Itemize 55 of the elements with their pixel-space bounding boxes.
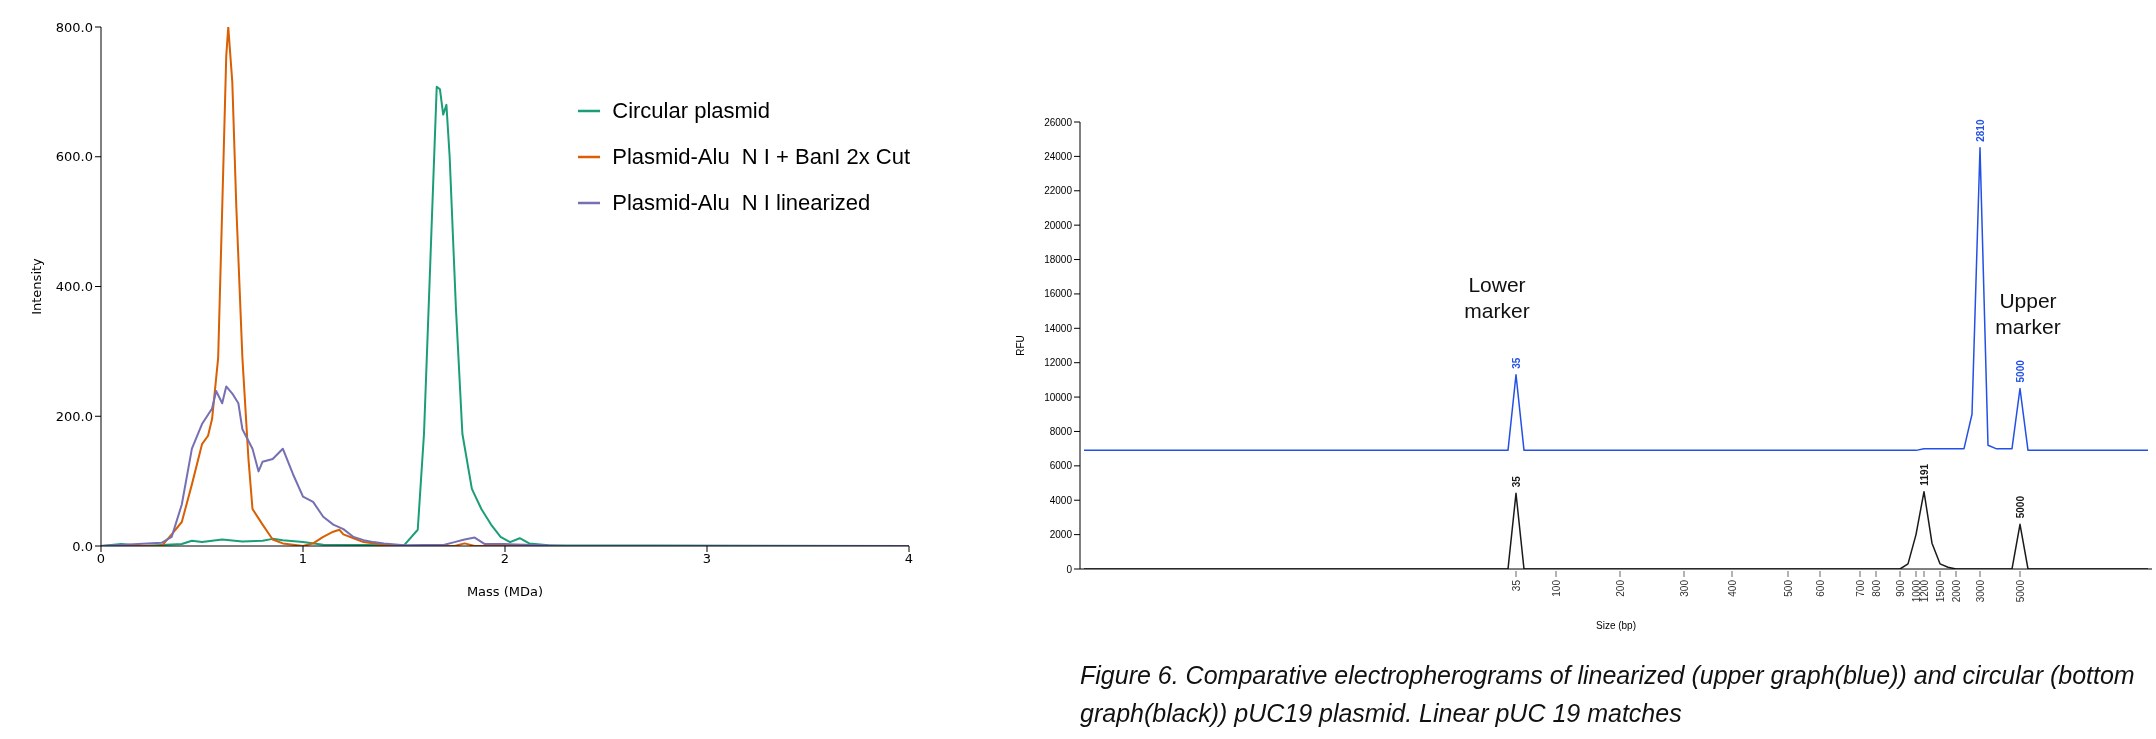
x-tick-label: 300	[1678, 579, 1690, 597]
y-axis-title: Intensity	[28, 257, 44, 315]
x-axis-title: Mass (MDa)	[466, 584, 544, 599]
legend-label: Circular plasmid	[612, 98, 770, 124]
x-tick-label: 800	[1870, 579, 1882, 597]
annotation: 1191	[1918, 463, 1930, 486]
y-tick-label: 22000	[1044, 185, 1073, 197]
caption: Figure 6. Comparative electropherograms of linearized (upper graph(blue)) and circular (bottom graph(black)) pUC19 plasmid. Linear pUC 19 matches	[1080, 660, 2136, 729]
y-tick-label: 18000	[1044, 254, 1073, 266]
y-tick-label: 200.0	[55, 408, 93, 424]
x-tick-label: 100	[1550, 579, 1562, 597]
x-tick-label: 400	[1726, 579, 1738, 597]
y-tick-label: 26000	[1044, 116, 1073, 128]
y-tick-label: 800.0	[55, 19, 93, 35]
annotation: 35	[1510, 475, 1522, 488]
legend-label: Plasmid-Alu N I + BanI 2x Cut	[612, 144, 910, 170]
annotation: 35	[1510, 357, 1522, 369]
x-tick-label: 1500	[1934, 579, 1946, 603]
y-tick-label: 12000	[1044, 357, 1073, 369]
annotation: Lower marker	[1463, 272, 1531, 324]
legend-label: Plasmid-Alu N I linearized	[612, 190, 871, 216]
annotation: Upper marker	[1994, 288, 2062, 340]
y-axis-title: RFU	[1014, 335, 1026, 356]
annotation: 5000	[2014, 359, 2026, 383]
y-tick-label: 400.0	[55, 279, 93, 295]
x-tick-label: 1	[298, 551, 308, 567]
y-tick-label: 6000	[1049, 460, 1073, 472]
x-tick-label: 900	[1894, 579, 1906, 597]
x-tick-label: 500	[1782, 579, 1794, 597]
y-tick-label: 0	[1066, 563, 1073, 575]
x-tick-label: 5000	[2014, 579, 2026, 603]
line-series	[1083, 147, 2149, 452]
y-tick-label: 14000	[1044, 322, 1073, 334]
x-tick-label: 0	[96, 551, 106, 567]
annotation: 2810	[1974, 119, 1986, 142]
y-tick-label: 4000	[1049, 494, 1073, 506]
y-tick-label: 10000	[1044, 391, 1073, 403]
x-tick-label: 600	[1814, 579, 1826, 597]
y-tick-label: 20000	[1044, 219, 1073, 231]
annotation: 5000	[2014, 495, 2026, 519]
y-tick-label: 2000	[1049, 529, 1073, 541]
x-tick-label: 200	[1614, 579, 1626, 597]
x-axis-title: Size (bp)	[1595, 620, 1637, 631]
y-tick-label: 16000	[1044, 288, 1073, 300]
y-tick-label: 0.0	[72, 538, 93, 554]
x-tick-label: 35	[1510, 579, 1522, 592]
x-tick-label: 3	[702, 551, 712, 567]
y-tick-label: 600.0	[55, 149, 93, 165]
x-tick-label: 3000	[1974, 579, 1986, 603]
x-tick-label: 4	[904, 551, 914, 567]
x-tick-label: 700	[1854, 579, 1866, 597]
y-tick-label: 8000	[1049, 426, 1073, 438]
x-tick-label: 2000	[1950, 579, 1962, 603]
y-tick-label: 24000	[1044, 150, 1073, 162]
x-tick-label: 2	[500, 551, 510, 567]
